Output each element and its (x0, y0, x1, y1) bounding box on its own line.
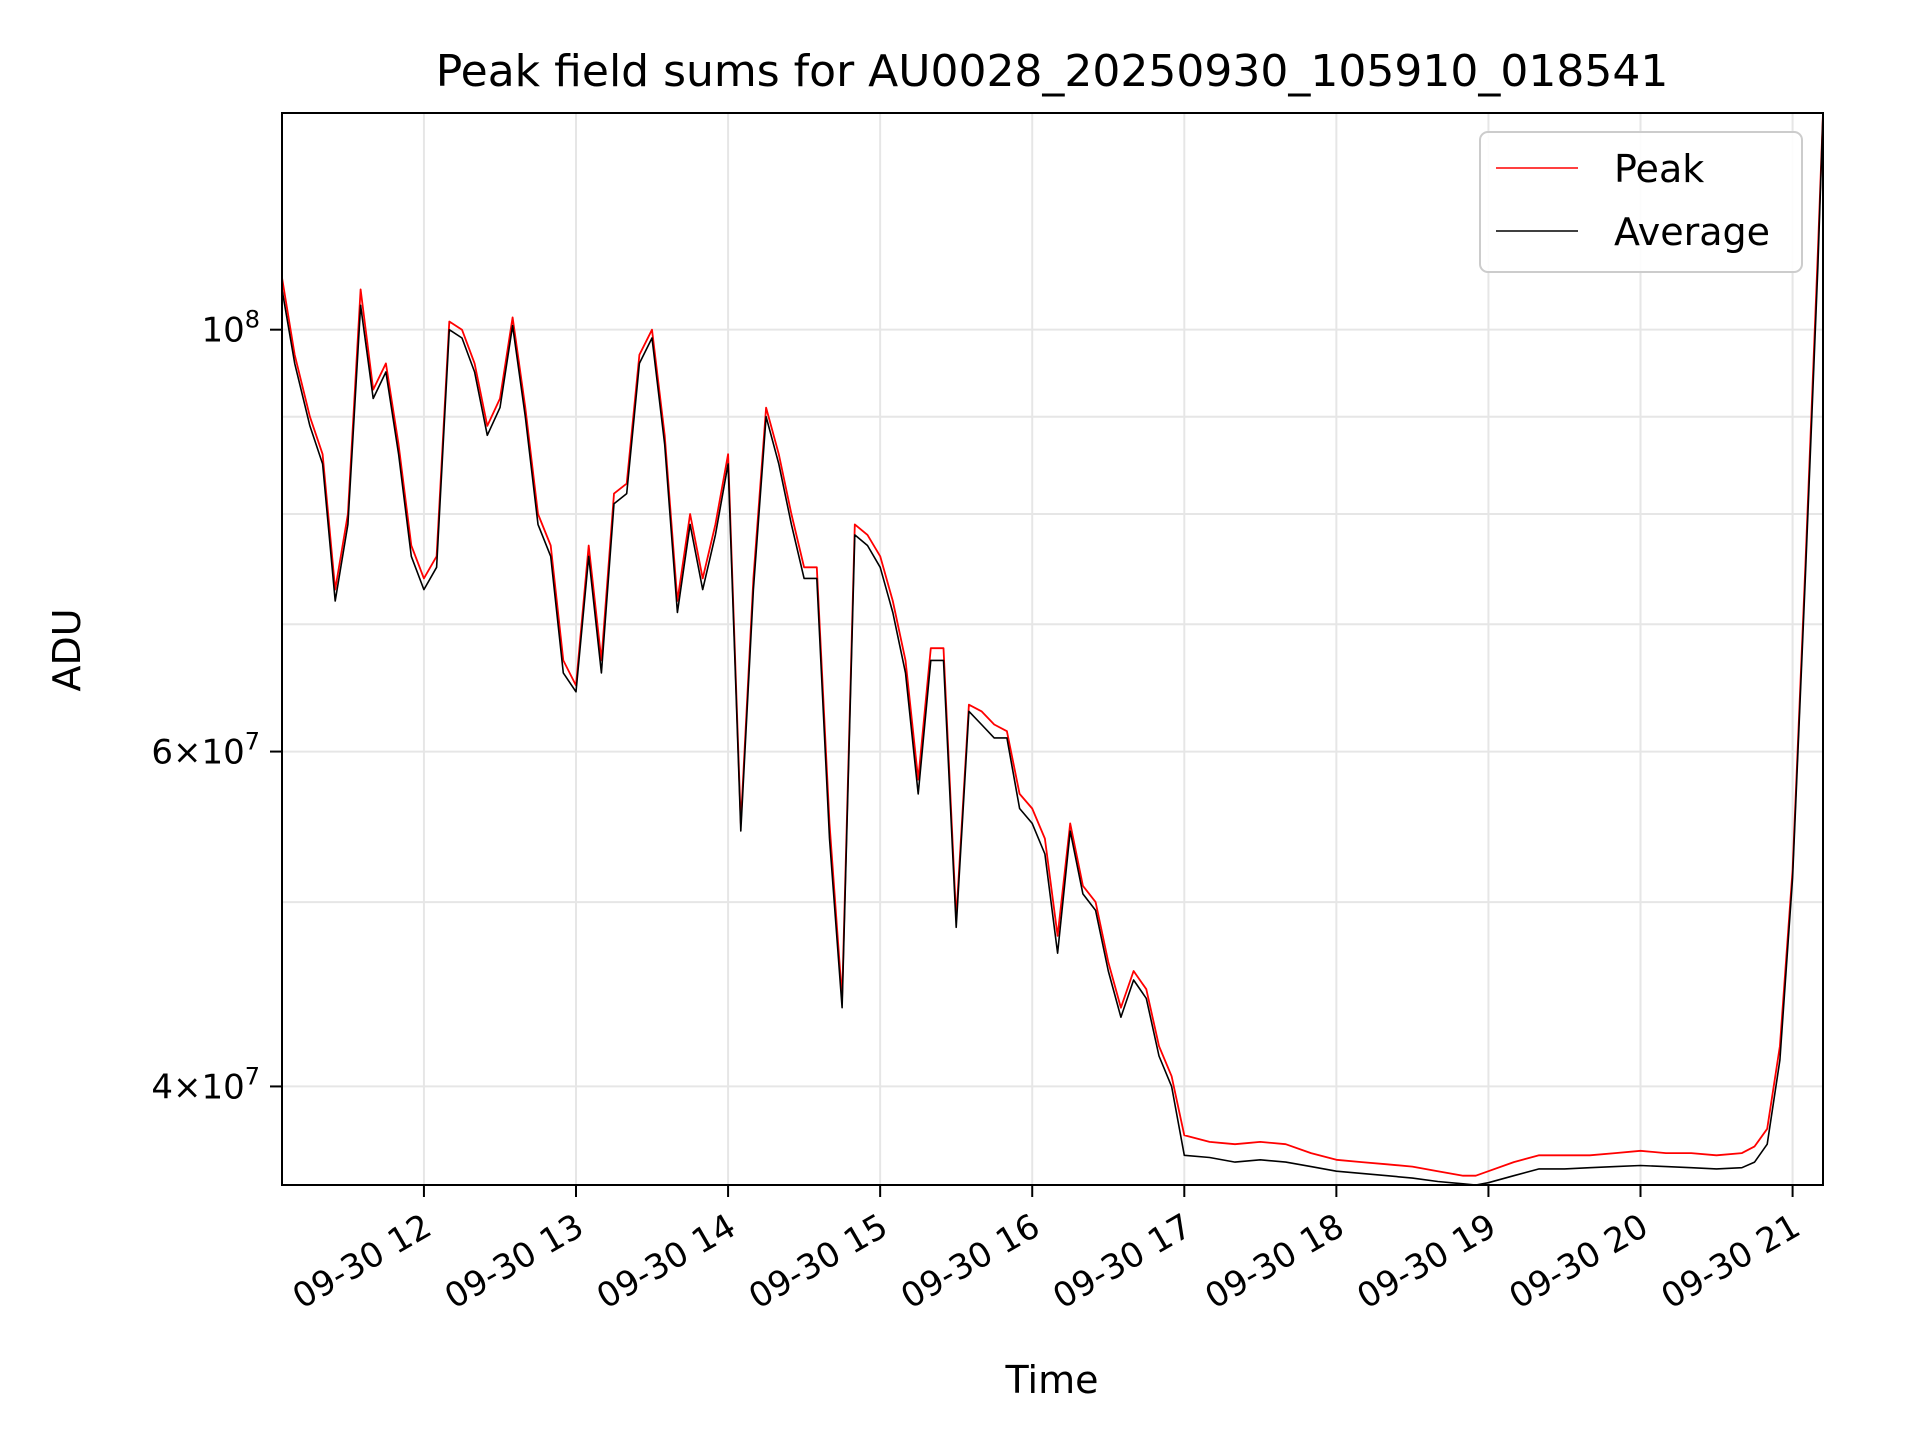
x-axis-label: Time (1005, 1358, 1099, 1402)
series-line-average (281, 112, 1824, 1186)
y-axis-label: ADU (45, 608, 89, 691)
legend-label-peak: Peak (1614, 147, 1704, 191)
y-tick-label: 4×107 (151, 1062, 260, 1107)
legend-label-average: Average (1614, 210, 1770, 254)
y-tick-label: 6×107 (151, 728, 260, 773)
chart-title: Peak field sums for AU0028_20250930_1059… (436, 46, 1669, 97)
plot-series (281, 112, 1824, 1186)
plot-frame (281, 112, 1824, 1186)
y-tick-label: 108 (201, 306, 260, 351)
legend-box (1479, 131, 1803, 273)
y-ticks: 108 6×107 4×107 (151, 306, 282, 1107)
legend: Peak Average (1479, 131, 1803, 273)
series-line-peak (281, 112, 1824, 1177)
